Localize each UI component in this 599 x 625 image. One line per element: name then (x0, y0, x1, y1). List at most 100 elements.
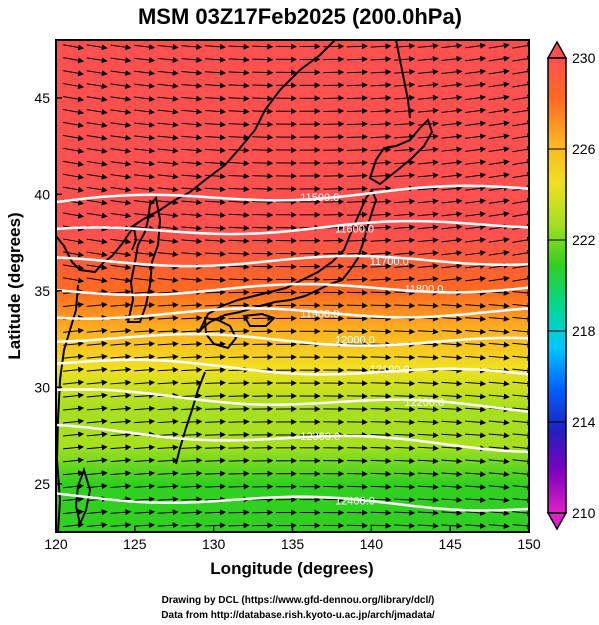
wind-arrow (228, 470, 250, 477)
wind-arrow (204, 199, 226, 206)
wind-arrow (370, 224, 392, 231)
wind-arrow (133, 251, 156, 258)
wind-arrow (488, 94, 510, 101)
wind-arrow (417, 172, 439, 179)
wind-arrow (370, 133, 392, 140)
wind-arrow (157, 160, 179, 167)
wind-arrow (394, 81, 416, 88)
wind-arrow (512, 107, 529, 114)
wind-arrow (86, 238, 108, 245)
wind-arrow (110, 327, 132, 334)
wind-arrow (204, 328, 226, 335)
wind-arrow (441, 509, 463, 516)
wind-arrow (228, 328, 250, 335)
wind-arrow (394, 276, 416, 283)
wind-arrow (512, 275, 529, 282)
wind-arrow (441, 341, 463, 348)
wind-arrow (394, 380, 416, 387)
wind-arrow (181, 276, 203, 283)
wind-arrow (86, 147, 108, 154)
wind-arrow (417, 185, 439, 192)
wind-arrow (204, 160, 226, 167)
wind-arrow (394, 522, 416, 529)
wind-arrow (441, 471, 463, 478)
contour-line-11800.0 (56, 282, 529, 297)
wind-arrow (417, 250, 439, 257)
wind-arrow (157, 418, 179, 425)
wind-arrow (134, 496, 156, 503)
wind-arrow (441, 250, 463, 257)
coastline-sakhalin (395, 40, 411, 119)
wind-arrow (465, 458, 487, 465)
wind-arrow (465, 198, 487, 205)
wind-arrow (488, 497, 510, 504)
temperature-field (56, 40, 529, 532)
wind-arrow (488, 328, 510, 335)
wind-arrow (157, 289, 179, 296)
wind-arrow (86, 264, 108, 271)
contour-label-12300.0: 12300.0 (300, 431, 340, 443)
wind-arrow (157, 69, 179, 76)
wind-arrow (228, 341, 250, 348)
wind-arrow (394, 328, 416, 335)
wind-arrow (133, 264, 156, 271)
wind-arrow (110, 264, 132, 271)
wind-arrow (370, 198, 392, 205)
wind-arrow (488, 172, 510, 179)
wind-arrow (63, 96, 85, 103)
wind-arrow (134, 457, 156, 464)
wind-arrow (228, 483, 250, 490)
wind-arrow (512, 302, 529, 309)
wind-arrow (370, 276, 392, 283)
wind-arrow (441, 263, 463, 269)
wind-arrow (63, 418, 85, 425)
wind-arrow (86, 366, 108, 373)
wind-arrow (417, 198, 439, 205)
wind-arrow (370, 302, 392, 309)
wind-arrow (63, 483, 85, 490)
wind-arrow (441, 107, 463, 114)
wind-arrow (181, 199, 203, 206)
wind-arrow (86, 418, 108, 425)
wind-arrow (157, 277, 179, 284)
wind-arrow (86, 83, 108, 90)
wind-arrow (417, 432, 439, 439)
wind-arrow (134, 366, 156, 373)
wind-arrow (204, 238, 226, 245)
wind-arrow (86, 301, 108, 308)
wind-arrow (157, 147, 179, 154)
wind-arrow (488, 55, 510, 62)
wind-arrow (157, 95, 179, 102)
wind-arrow (181, 121, 203, 128)
wind-arrow (370, 237, 392, 244)
wind-arrow (370, 289, 392, 296)
wind-arrow (417, 509, 439, 516)
wind-arrow (465, 55, 487, 62)
wind-arrow (110, 95, 132, 102)
contour-line-12100.0 (56, 358, 529, 376)
wind-arrow (512, 249, 529, 256)
wind-arrow (228, 289, 250, 296)
wind-arrow (63, 509, 85, 516)
wind-arrow (488, 275, 510, 282)
contours: 11500.0 11600.0 11700.0 11800.0 11900.0 12000… (56, 184, 529, 512)
wind-arrow (63, 160, 85, 167)
wind-arrow (228, 69, 250, 76)
contour-label-11700.0: 11700.0 (370, 256, 409, 268)
wind-arrow (252, 211, 274, 218)
wind-arrow (204, 457, 226, 464)
wind-arrow (370, 406, 392, 413)
wind-arrow (441, 445, 463, 452)
wind-arrow (441, 159, 463, 166)
wind-arrow (394, 354, 416, 361)
wind-arrow (370, 43, 392, 50)
wind-arrow (204, 225, 226, 232)
wind-arrow (204, 496, 226, 503)
wind-arrow (394, 172, 416, 179)
wind-arrow (181, 444, 203, 451)
wind-arrow (488, 68, 510, 75)
wind-arrow (86, 109, 108, 115)
contour-label-11500.0: 11500.0 (300, 192, 339, 204)
wind-arrow (181, 496, 203, 503)
